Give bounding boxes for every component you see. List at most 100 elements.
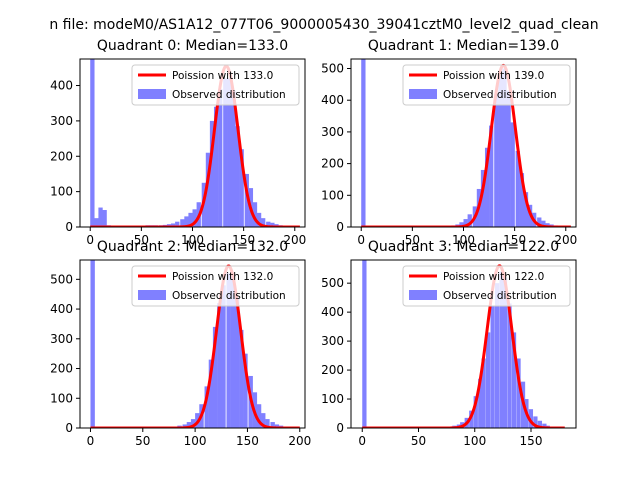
quadrant-2-ytick-label: 400 bbox=[50, 302, 73, 316]
quadrant-0-bar-3 bbox=[102, 210, 107, 227]
quadrant-1-bar-36 bbox=[515, 150, 520, 227]
quadrant-3-bar-29 bbox=[486, 332, 491, 428]
quadrant-3-xtick-label: 150 bbox=[520, 434, 543, 448]
quadrant-3-ytick-label: 0 bbox=[336, 421, 344, 435]
quadrant-2-ytick-label: 500 bbox=[50, 272, 73, 286]
quadrant-3-ytick-label: 400 bbox=[321, 305, 344, 319]
quadrant-2-plot-area bbox=[89, 260, 301, 428]
quadrant-1-bar-0 bbox=[361, 59, 366, 227]
quadrant-2-title: Quadrant 2: Median=132.0 bbox=[97, 239, 288, 255]
quadrant-1-chart: 0 50 100 150 200 0 100 200 300 400 500 Quadrant 1: … bbox=[321, 38, 577, 247]
quadrant-1-bar-33 bbox=[502, 68, 507, 227]
quadrant-0-bar-42 bbox=[270, 222, 275, 227]
quadrant-3-ytick-label: 300 bbox=[321, 334, 344, 348]
quadrant-3-bar-30 bbox=[490, 306, 495, 428]
quadrant-1-bar-35 bbox=[510, 122, 515, 227]
quadrant-1-legend-box bbox=[402, 64, 571, 106]
quadrant-3-bar-41 bbox=[537, 420, 543, 428]
quadrant-2-bar-33 bbox=[234, 297, 240, 428]
quadrant-0-xtick-label: 200 bbox=[283, 233, 306, 247]
quadrant-3-axes-frame bbox=[350, 259, 577, 429]
quadrant-2-bar-35 bbox=[243, 353, 248, 428]
quadrant-0-ytick-label: 300 bbox=[50, 114, 73, 128]
quadrant-1-bar-30 bbox=[489, 125, 494, 227]
quadrant-2-bar-41 bbox=[270, 422, 275, 428]
quadrant-2-xtick-label: 100 bbox=[184, 434, 207, 448]
quadrant-1-xtick-label: 200 bbox=[554, 233, 577, 247]
quadrant-0-poisson-line bbox=[89, 64, 301, 227]
quadrant-0-legend-line-label: Poission with 133.0 bbox=[172, 70, 273, 82]
quadrant-2-bar-23 bbox=[190, 419, 196, 428]
quadrant-3-ytick-label: 100 bbox=[321, 392, 344, 406]
quadrant-3-bar-31 bbox=[495, 283, 500, 428]
quadrant-1-title: Quadrant 1: Median=139.0 bbox=[368, 38, 559, 54]
quadrant-0-ytick-label: 200 bbox=[50, 149, 73, 163]
quadrant-3-plot-area bbox=[361, 260, 566, 428]
quadrant-1-xtick-label: 100 bbox=[452, 233, 475, 247]
quadrant-1-plot-area bbox=[360, 59, 572, 227]
quadrant-3-xtick-label: 50 bbox=[411, 434, 426, 448]
quadrant-1-bar-43 bbox=[545, 223, 550, 227]
quadrant-3-bar-33 bbox=[502, 277, 508, 428]
quadrant-3-legend: Poission with 122.0 Observed distribution bbox=[402, 265, 571, 307]
quadrant-1-bar-25 bbox=[467, 214, 472, 227]
quadrant-2-bar-40 bbox=[265, 419, 270, 428]
quadrant-0-bar-41 bbox=[266, 221, 271, 227]
quadrant-0-bar-29 bbox=[213, 106, 219, 227]
quadrant-1-bar-37 bbox=[519, 173, 525, 227]
quadrant-0-xtick-label: 50 bbox=[134, 233, 149, 247]
quadrant-0-bar-34 bbox=[235, 126, 240, 227]
quadrant-3-bar-28 bbox=[481, 358, 486, 428]
quadrant-2-ytick-label: 300 bbox=[50, 332, 73, 346]
quadrant-3-chart: 0 50 100 150 0 100 200 300 400 500 Quadrant 3: Med… bbox=[321, 239, 577, 448]
quadrant-2-xtick-label: 200 bbox=[288, 434, 311, 448]
quadrant-3-title: Quadrant 3: Median=122.0 bbox=[368, 239, 559, 255]
quadrant-1-bar-31 bbox=[494, 93, 499, 227]
quadrant-3-poisson-line bbox=[361, 264, 566, 428]
quadrant-2-xtick-label: 150 bbox=[236, 434, 259, 448]
quadrant-3-bar-0 bbox=[362, 260, 367, 428]
quadrant-0-bar-36 bbox=[244, 173, 249, 227]
quadrant-1-xtick-label: 50 bbox=[405, 233, 420, 247]
quadrant-0-legend-hist-label: Observed distribution bbox=[172, 89, 286, 101]
quadrant-2-legend-hist-swatch bbox=[138, 290, 166, 300]
quadrant-0-bar-39 bbox=[256, 212, 262, 227]
quadrant-1-ytick-label: 100 bbox=[321, 188, 344, 202]
quadrant-0-xtick-label: 150 bbox=[232, 233, 255, 247]
quadrant-2-bar-30 bbox=[221, 285, 226, 428]
quadrant-0-xtick-label: 100 bbox=[181, 233, 204, 247]
quadrant-1-legend-hist-swatch bbox=[409, 89, 437, 99]
quadrant-1-ytick-label: 0 bbox=[336, 220, 344, 234]
quadrant-1-bar-23 bbox=[459, 222, 464, 227]
quadrant-3-ytick-label: 200 bbox=[321, 363, 344, 377]
quadrant-3-bar-42 bbox=[542, 423, 547, 428]
figure-suptitle: n file: modeM0/AS1A12_077T06_9000005430_… bbox=[49, 17, 598, 33]
quadrant-0-bar-40 bbox=[261, 218, 266, 227]
quadrant-3-bar-34 bbox=[507, 303, 512, 428]
quadrant-2-bar-34 bbox=[239, 329, 244, 428]
quadrant-1-ytick-label: 200 bbox=[321, 157, 344, 171]
quadrant-1-xtick-label: 0 bbox=[357, 233, 365, 247]
quadrant-2-ytick-label: 0 bbox=[65, 421, 73, 435]
quadrant-2-legend-line-label: Poission with 132.0 bbox=[172, 271, 273, 283]
quadrant-3-bar-36 bbox=[516, 358, 521, 428]
quadrant-2-bar-0 bbox=[90, 260, 95, 428]
quadrant-0-bar-22 bbox=[184, 216, 189, 227]
quadrant-1-bar-38 bbox=[523, 192, 529, 227]
quadrant-2-bar-31 bbox=[226, 273, 231, 428]
quadrant-1-poisson-line bbox=[360, 63, 572, 227]
quadrant-1-ytick-label: 500 bbox=[321, 62, 344, 76]
quadrant-3-xtick-label: 100 bbox=[463, 434, 486, 448]
quadrant-2-bar-32 bbox=[230, 276, 236, 428]
quadrant-0-bar-2 bbox=[98, 207, 103, 227]
quadrant-0-bar-20 bbox=[175, 221, 180, 227]
quadrant-0-bar-27 bbox=[205, 152, 211, 227]
quadrant-3-legend-line-label: Poission with 122.0 bbox=[443, 271, 544, 283]
quadrant-3-bar-39 bbox=[528, 409, 534, 428]
quadrant-0-ytick-label: 100 bbox=[50, 185, 73, 199]
quadrant-1-bar-34 bbox=[506, 90, 511, 227]
quadrant-2-xtick-label: 0 bbox=[87, 434, 95, 448]
quadrant-1-legend-line-label: Poission with 139.0 bbox=[443, 70, 544, 82]
quadrant-0-legend-box bbox=[131, 64, 300, 106]
